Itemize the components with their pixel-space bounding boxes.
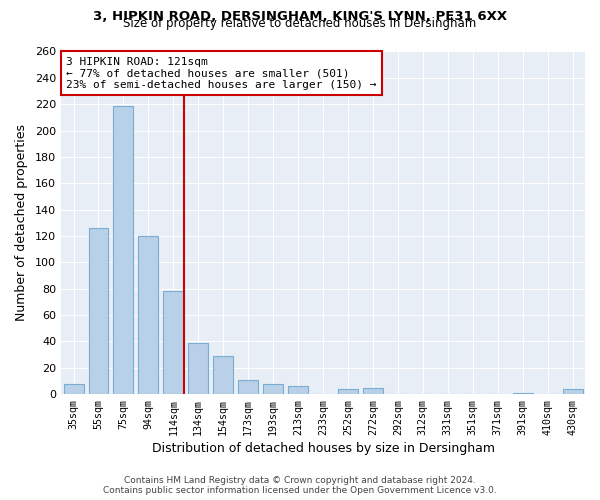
Bar: [238, 380, 258, 394]
Bar: [338, 389, 358, 394]
X-axis label: Distribution of detached houses by size in Dersingham: Distribution of detached houses by size …: [152, 442, 494, 455]
Bar: [288, 386, 308, 394]
Y-axis label: Number of detached properties: Number of detached properties: [15, 124, 28, 322]
Bar: [113, 106, 133, 394]
Bar: [213, 356, 233, 394]
Bar: [263, 384, 283, 394]
Bar: [512, 393, 533, 394]
Text: Contains HM Land Registry data © Crown copyright and database right 2024.
Contai: Contains HM Land Registry data © Crown c…: [103, 476, 497, 495]
Bar: [363, 388, 383, 394]
Text: 3 HIPKIN ROAD: 121sqm
← 77% of detached houses are smaller (501)
23% of semi-det: 3 HIPKIN ROAD: 121sqm ← 77% of detached …: [66, 56, 377, 90]
Bar: [89, 228, 109, 394]
Bar: [139, 236, 158, 394]
Text: Size of property relative to detached houses in Dersingham: Size of property relative to detached ho…: [124, 18, 476, 30]
Bar: [163, 292, 184, 394]
Bar: [188, 343, 208, 394]
Bar: [64, 384, 83, 394]
Text: 3, HIPKIN ROAD, DERSINGHAM, KING'S LYNN, PE31 6XX: 3, HIPKIN ROAD, DERSINGHAM, KING'S LYNN,…: [93, 10, 507, 23]
Bar: [563, 389, 583, 394]
